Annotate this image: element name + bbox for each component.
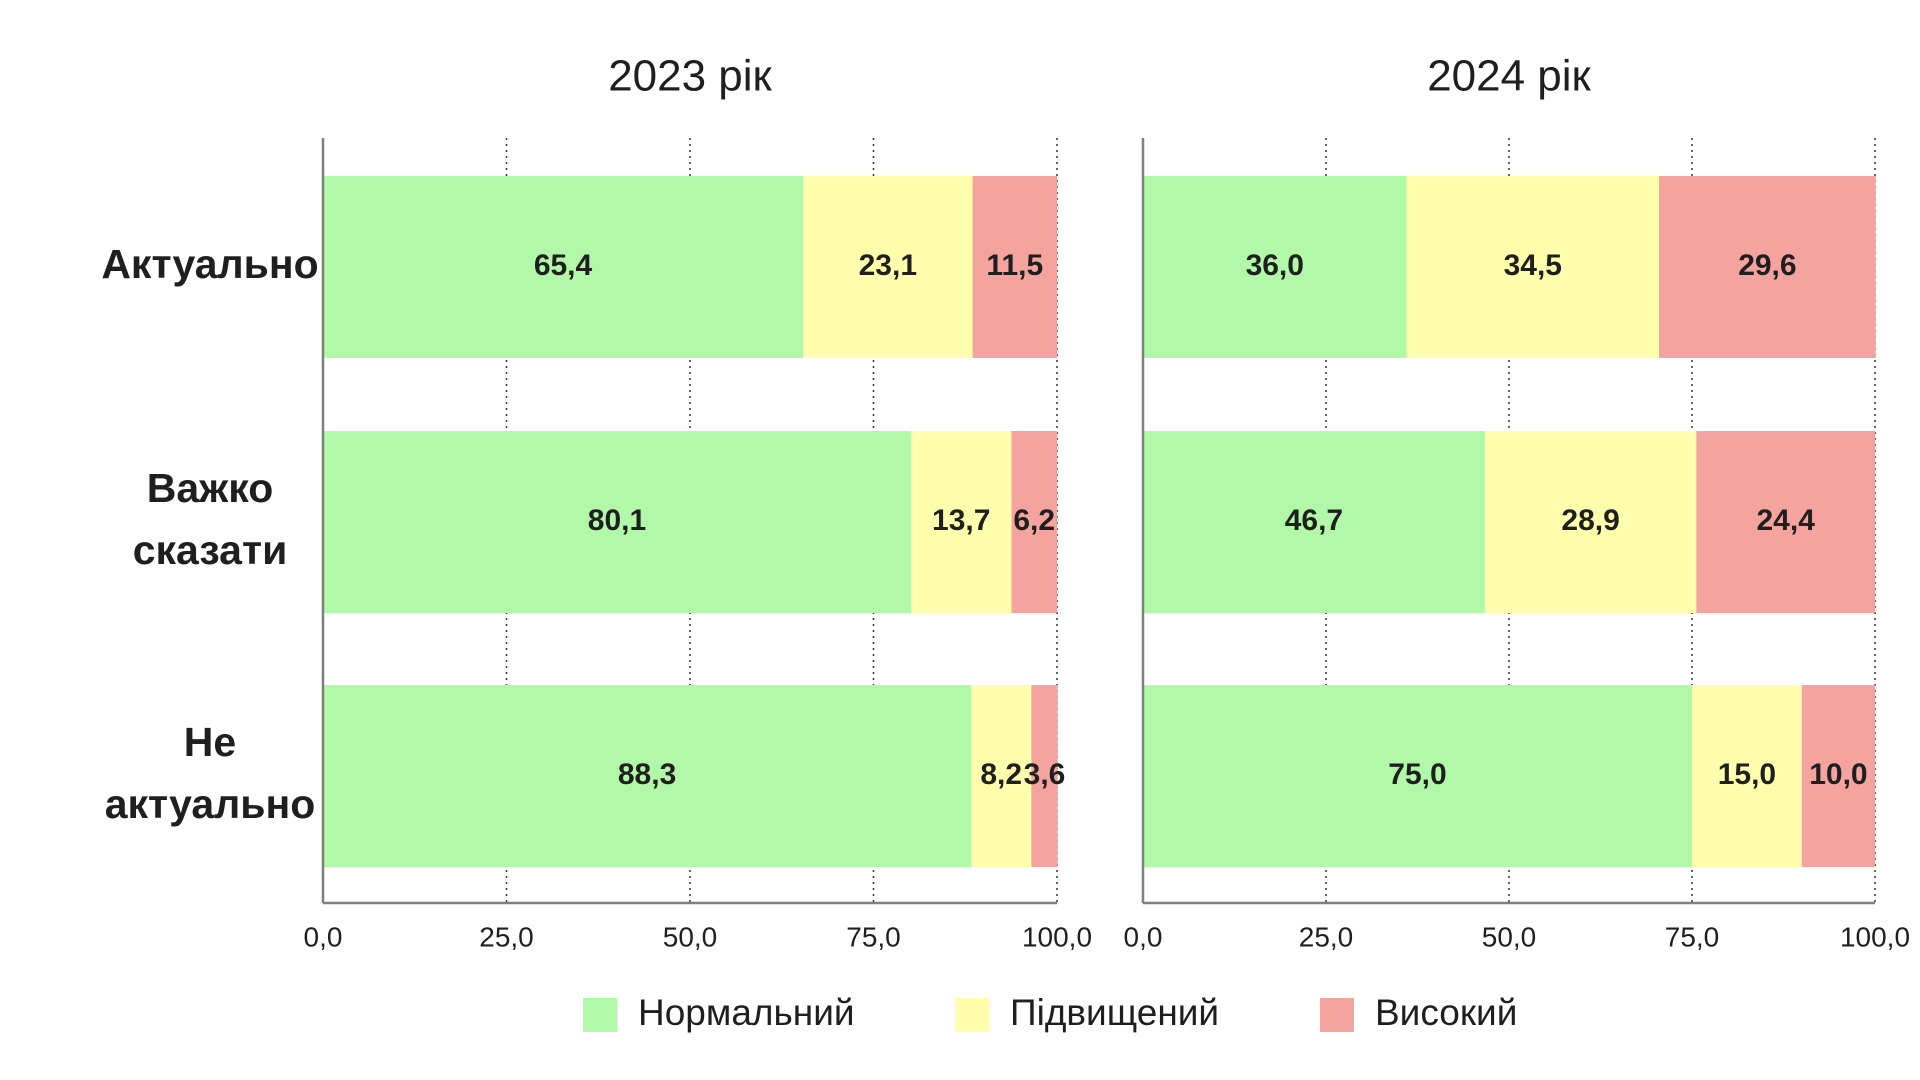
data-label: 28,9: [1561, 504, 1619, 537]
tick-label: 0,0: [304, 921, 343, 952]
tick-label: 0,0: [1124, 921, 1163, 952]
panel-title: 2023 рік: [608, 52, 772, 101]
category-label-line: актуально: [105, 781, 316, 827]
bar-segment: [910, 431, 1012, 613]
data-label: 15,0: [1718, 758, 1776, 791]
bar-segment: [1696, 431, 1875, 613]
data-label: 36,0: [1246, 249, 1304, 282]
tick-label: 50,0: [1482, 921, 1537, 952]
category-label-line: сказати: [133, 527, 288, 573]
category-label: Не актуально: [105, 719, 316, 827]
bar-segment: [1143, 431, 1485, 613]
tick-label: 75,0: [1665, 921, 1720, 952]
panel-title: 2024 рік: [1427, 52, 1591, 101]
data-label: 88,3: [618, 758, 676, 791]
tick-label: 25,0: [479, 921, 534, 952]
tick-label: 75,0: [846, 921, 901, 952]
data-label: 10,0: [1809, 758, 1867, 791]
bar-segment: [1143, 685, 1692, 867]
tick-label: 100,0: [1022, 921, 1092, 952]
data-label: 29,6: [1738, 249, 1796, 282]
bar-segment: [1801, 685, 1875, 867]
legend-swatch: [583, 998, 617, 1032]
category-label-line: Актуально: [101, 241, 318, 287]
data-label: 75,0: [1388, 758, 1446, 791]
data-label: 24,4: [1757, 504, 1816, 537]
legend-swatch: [1320, 998, 1354, 1032]
data-label: 65,4: [534, 249, 593, 282]
data-label: 8,2: [980, 758, 1022, 791]
category-label: Актуально: [101, 241, 318, 287]
data-label: 80,1: [588, 504, 646, 537]
bar-segment: [1659, 176, 1876, 358]
category-label-line: Не: [184, 719, 236, 765]
bar-segment: [323, 431, 911, 613]
bar-segment: [323, 176, 804, 358]
tick-label: 100,0: [1840, 921, 1910, 952]
bar-segment: [1031, 685, 1058, 867]
bar-segment: [972, 176, 1057, 358]
bar-segment: [1011, 431, 1057, 613]
bar-segment: [323, 685, 972, 867]
data-label: 11,5: [986, 249, 1043, 282]
bar-segment: [1692, 685, 1802, 867]
data-label: 13,7: [932, 504, 990, 537]
data-label: 3,6: [1024, 758, 1066, 791]
tick-label: 25,0: [1299, 921, 1354, 952]
bar-segment: [803, 176, 973, 358]
bar-segment: [1406, 176, 1660, 358]
bar-segment: [1143, 176, 1407, 358]
tick-label: 50,0: [663, 921, 718, 952]
data-label: 23,1: [859, 249, 917, 282]
data-label: 34,5: [1504, 249, 1562, 282]
data-label: 6,2: [1013, 504, 1055, 537]
legend-label: Нормальний: [638, 992, 855, 1033]
legend-label: Підвищений: [1010, 992, 1219, 1033]
category-label: Важко сказати: [133, 465, 288, 573]
data-label: 46,7: [1285, 504, 1343, 537]
bar-segment: [1484, 431, 1697, 613]
legend-label: Високий: [1375, 992, 1517, 1033]
legend-swatch: [955, 998, 989, 1032]
bar-segment: [971, 685, 1032, 867]
category-label-line: Важко: [147, 465, 274, 511]
